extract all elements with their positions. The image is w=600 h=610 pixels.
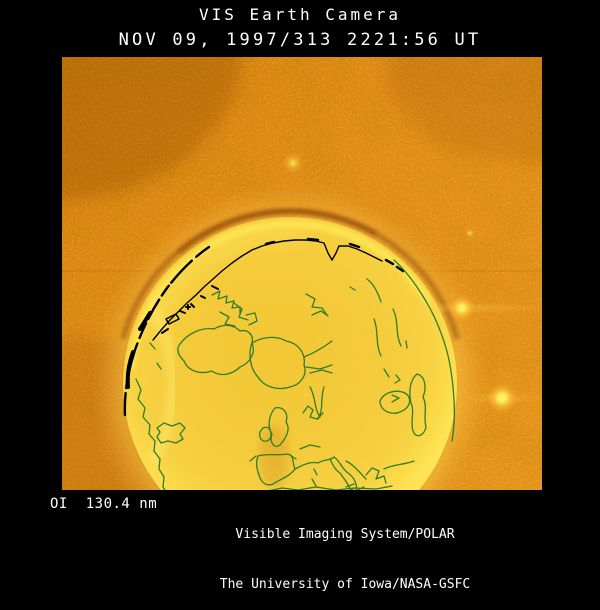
great-britain: [268, 407, 289, 447]
france-netherlands-coast: [289, 444, 321, 460]
italy: [329, 456, 365, 490]
med-islands: [311, 468, 355, 488]
faint-star-upper-glow: [282, 152, 304, 174]
disk-dark-smudge: [259, 425, 289, 489]
island-outline-box: [165, 313, 180, 325]
ireland: [259, 426, 272, 442]
earth-camera-image-frame: [62, 57, 542, 490]
limb-bright-arc-left: [147, 301, 178, 468]
north-africa-coast: [269, 485, 393, 490]
coastline-black-group: [123, 237, 405, 417]
scandinavia-east-lobe: [249, 336, 306, 390]
dayglow-inner-arc: [142, 227, 304, 336]
adriatic-greece: [345, 460, 387, 484]
turkey-coast: [383, 460, 415, 470]
coastline-arctic-dashes: [264, 237, 405, 273]
dark-corner-upper-right: [387, 57, 542, 162]
svalbard-islands: [161, 285, 219, 334]
wavelength-label: OI 130.4 nm: [50, 496, 158, 512]
siberia-rivers: [349, 286, 408, 384]
caspian-sea: [409, 373, 427, 437]
black-sea: [379, 390, 411, 414]
credit-block: Visible Imaging System/POLAR The Univers…: [212, 494, 478, 610]
credit-line-2: The University of Iowa/NASA-GSFC: [219, 576, 471, 592]
right-limb-coast: [393, 259, 456, 442]
limb-bright-arc: [127, 220, 433, 371]
timestamp-subtitle: NOV 09, 1997/313 2221:56 UT: [118, 30, 482, 50]
greenland-south-coast: [135, 342, 166, 490]
faint-star-right: [468, 231, 472, 235]
iceland: [156, 422, 186, 444]
map-overlay: [123, 237, 456, 490]
kola-white-sea: [303, 293, 333, 370]
scandinavia-fjord-cluster: [211, 290, 258, 327]
faint-star-right-glow: [465, 228, 475, 238]
iberia: [249, 453, 296, 486]
dark-corner-upper-left: [62, 57, 242, 202]
scandinavia-west-lobe: [177, 324, 254, 376]
credit-line-1: Visible Imaging System/POLAR: [235, 527, 455, 542]
coastline-greenland-thick: [125, 311, 152, 389]
bright-star-middle-right: [458, 304, 466, 312]
page-title: VIS Earth Camera: [198, 5, 402, 24]
earth-camera-image: [62, 57, 542, 490]
coastline-arctic-eurasia: [152, 239, 383, 341]
faint-star-upper: [290, 160, 296, 166]
denmark: [302, 405, 324, 420]
absorption-arc-dark: [177, 209, 377, 254]
star-field: [282, 152, 542, 413]
novaya-zemlya: [366, 278, 382, 303]
coastline-green-group: [135, 259, 456, 490]
bright-star-lower-right: [497, 393, 507, 403]
